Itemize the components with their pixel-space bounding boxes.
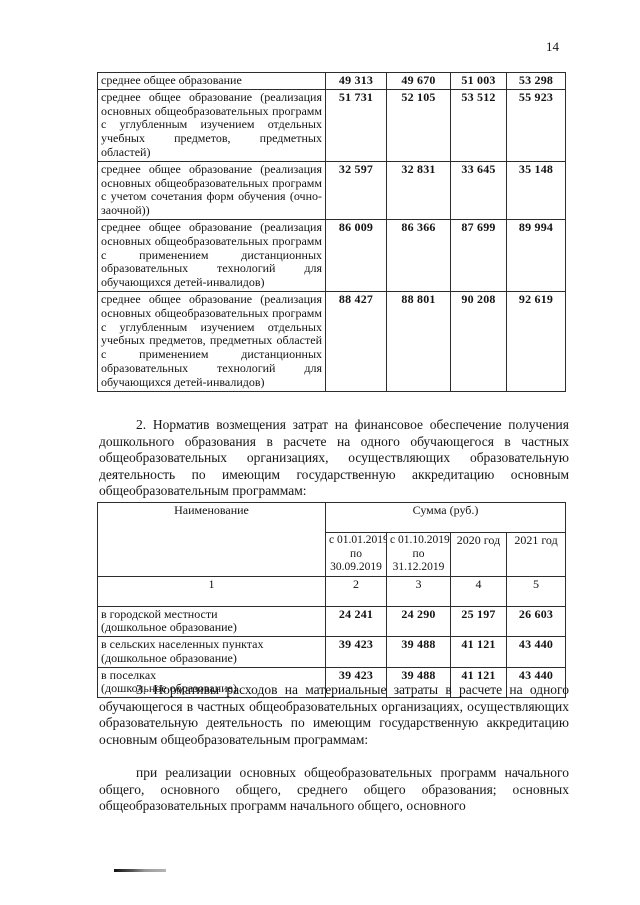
- value-cell: 55 923: [506, 88, 566, 162]
- row-label: в поселках (дошкольное образование): [97, 666, 326, 699]
- row-label: среднее общее образование (реализация ос…: [97, 160, 326, 220]
- value-cell: 89 994: [506, 218, 566, 292]
- value-cell: 41 121: [450, 636, 507, 668]
- value-cell: 49 313: [325, 72, 387, 90]
- value-cell: 92 619: [506, 290, 566, 392]
- row-label: в городской местности (дошкольное образо…: [97, 605, 326, 638]
- table-row: среднее общее образование (реализация ос…: [97, 290, 566, 392]
- row-label: среднее общее образование (реализация ос…: [97, 218, 326, 292]
- column-number: 3: [386, 575, 451, 607]
- footnote-separator-line: [114, 869, 166, 872]
- value-cell: 43 440: [505, 636, 567, 668]
- value-cell: 88 427: [325, 290, 387, 392]
- header-name: Наименование: [97, 502, 326, 577]
- column-number: 5: [505, 575, 567, 607]
- value-cell: 39 423: [325, 636, 387, 668]
- column-number-row: 1 2 3 4 5: [97, 575, 567, 607]
- header-year-2020: 2020 год: [450, 532, 507, 577]
- table-row: в поселках (дошкольное образование) 39 4…: [97, 666, 567, 699]
- row-label: в сельских населенных пунктах (дошкольно…: [97, 636, 326, 668]
- row-label: среднее общее образование (реализация ос…: [97, 88, 326, 162]
- row-label: среднее общее образование (реализация ос…: [97, 290, 326, 392]
- value-cell: 86 009: [325, 218, 387, 292]
- page-number: 14: [546, 39, 559, 54]
- value-cell: 26 603: [505, 605, 567, 638]
- value-cell: 43 440: [505, 666, 567, 699]
- value-cell: 24 290: [386, 605, 451, 638]
- value-cell: 41 121: [450, 666, 507, 699]
- value-cell: 52 105: [386, 88, 451, 162]
- table-row: среднее общее образование (реализация ос…: [97, 160, 566, 220]
- value-cell: 88 801: [386, 290, 451, 392]
- column-number: 4: [450, 575, 507, 607]
- preschool-reimbursement-table: Наименование Сумма (руб.) с 01.01.2019 п…: [97, 502, 567, 699]
- value-cell: 87 699: [450, 218, 507, 292]
- table-row: среднее общее образование (реализация ос…: [97, 218, 566, 292]
- paragraph-3-continuation: при реализации основных общеобразователь…: [99, 765, 569, 813]
- table-row: в сельских населенных пунктах (дошкольно…: [97, 636, 567, 668]
- paragraph-3: 3. Нормативы расходов на материальные за…: [99, 682, 569, 747]
- value-cell: 51 003: [450, 72, 507, 90]
- table-header-row: Наименование Сумма (руб.): [97, 502, 567, 577]
- column-number: 2: [325, 575, 387, 607]
- value-cell: 24 241: [325, 605, 387, 638]
- header-year-2021: 2021 год: [505, 532, 567, 577]
- table-row: среднее общее образование (реализация ос…: [97, 88, 566, 162]
- table-row: среднее общее образование 49 313 49 670 …: [97, 72, 566, 90]
- value-cell: 49 670: [386, 72, 451, 90]
- value-cell: 51 731: [325, 88, 387, 162]
- header-period-1: с 01.01.2019 по 30.09.2019: [325, 532, 387, 577]
- value-cell: 39 488: [386, 636, 451, 668]
- header-sum: Сумма (руб.): [324, 502, 567, 533]
- value-cell: 32 597: [325, 160, 387, 220]
- value-cell: 33 645: [450, 160, 507, 220]
- column-number: 1: [97, 575, 326, 607]
- paragraph-2: 2. Норматив возмещения затрат на финансо…: [99, 417, 569, 498]
- value-cell: 53 512: [450, 88, 507, 162]
- value-cell: 90 208: [450, 290, 507, 392]
- value-cell: 86 366: [386, 218, 451, 292]
- header-period-2: с 01.10.2019 по 31.12.2019: [386, 532, 451, 577]
- value-cell: 35 148: [506, 160, 566, 220]
- value-cell: 25 197: [450, 605, 507, 638]
- value-cell: 53 298: [506, 72, 566, 90]
- table-row: в городской местности (дошкольное образо…: [97, 605, 567, 638]
- secondary-education-norms-table: среднее общее образование 49 313 49 670 …: [97, 72, 566, 392]
- value-cell: 32 831: [386, 160, 451, 220]
- table-subheader-row: с 01.01.2019 по 30.09.2019 с 01.10.2019 …: [98, 532, 567, 577]
- row-label: среднее общее образование: [97, 72, 326, 90]
